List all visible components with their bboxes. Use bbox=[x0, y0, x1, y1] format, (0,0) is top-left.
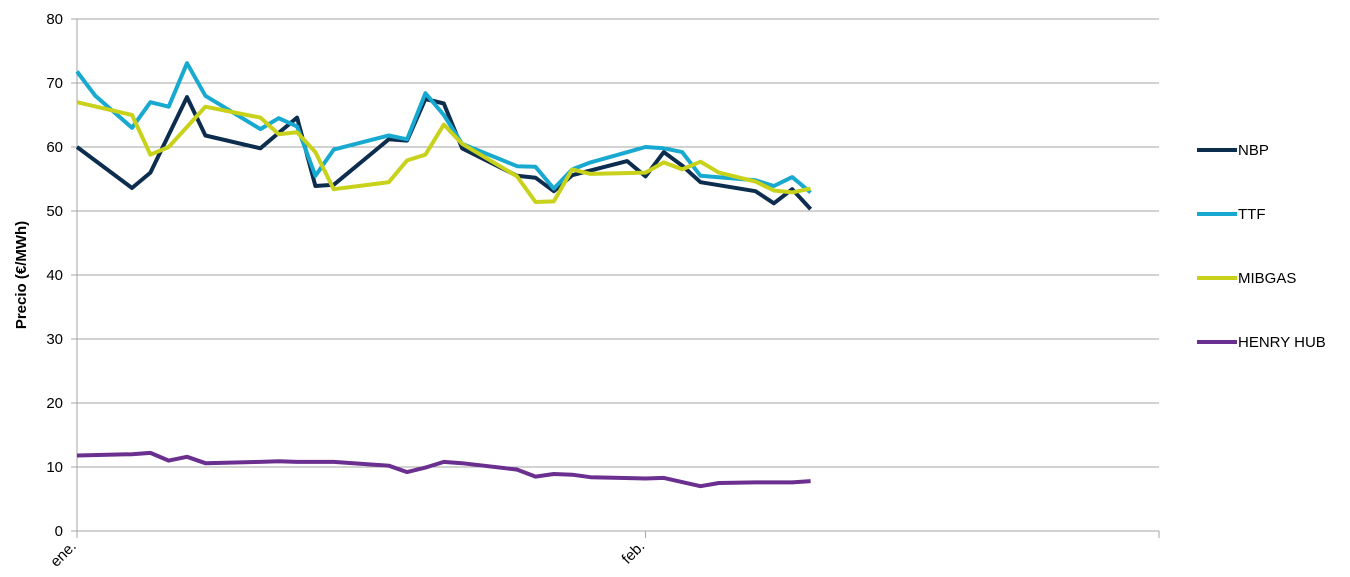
series-line-ttf bbox=[75, 61, 812, 194]
legend: NBP TTF MIBGAS HENRY HUB bbox=[1197, 142, 1326, 351]
axes: 0 10 20 30 40 50 60 70 80 ene. feb. bbox=[46, 11, 1160, 571]
y-tick-label: 60 bbox=[46, 139, 63, 156]
y-axis-title: Precio (€/MWh) bbox=[13, 221, 30, 329]
series-lines bbox=[75, 61, 813, 489]
legend-label-mibgas: MIBGAS bbox=[1238, 270, 1296, 287]
y-tick-label: 40 bbox=[46, 267, 63, 284]
y-tick-label: 20 bbox=[46, 395, 63, 412]
x-tick-label: feb. bbox=[619, 538, 649, 568]
gridlines bbox=[77, 18, 1159, 468]
legend-label-ttf: TTF bbox=[1238, 206, 1266, 223]
y-tick-label: 0 bbox=[55, 523, 63, 540]
y-tick-label: 70 bbox=[46, 75, 63, 92]
y-tick-label: 80 bbox=[46, 11, 63, 28]
legend-label-henry-hub: HENRY HUB bbox=[1238, 334, 1326, 351]
x-tick-label: ene. bbox=[47, 538, 80, 571]
series-line-henry-hub bbox=[76, 450, 811, 489]
series-line-mibgas bbox=[76, 100, 812, 204]
legend-label-nbp: NBP bbox=[1238, 142, 1269, 159]
y-tick-label: 10 bbox=[46, 459, 63, 476]
y-tick-label: 50 bbox=[46, 203, 63, 220]
y-tick-label: 30 bbox=[46, 331, 63, 348]
